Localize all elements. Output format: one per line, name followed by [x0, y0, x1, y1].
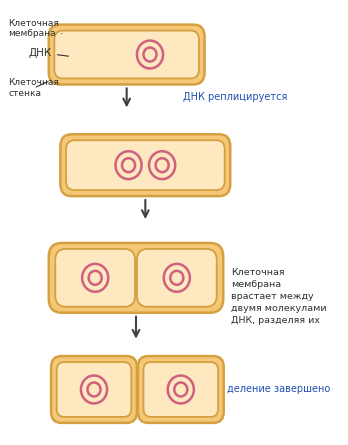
- Circle shape: [82, 264, 108, 292]
- FancyBboxPatch shape: [138, 356, 224, 423]
- Text: ДНК, разделяя их: ДНК, разделяя их: [231, 316, 320, 325]
- FancyBboxPatch shape: [143, 362, 218, 417]
- Text: мембрана: мембрана: [231, 280, 281, 289]
- Circle shape: [87, 383, 101, 396]
- FancyBboxPatch shape: [57, 362, 131, 417]
- Circle shape: [170, 271, 183, 285]
- Text: двумя молекулами: двумя молекулами: [231, 304, 326, 313]
- FancyBboxPatch shape: [137, 249, 217, 307]
- Text: Клеточная
стенка: Клеточная стенка: [8, 78, 59, 98]
- FancyBboxPatch shape: [55, 249, 135, 307]
- Circle shape: [149, 151, 175, 179]
- Circle shape: [164, 264, 190, 292]
- Text: ДНК реплицируется: ДНК реплицируется: [183, 93, 287, 102]
- Circle shape: [137, 40, 163, 69]
- Circle shape: [143, 48, 157, 61]
- Text: Клеточная
мембрана: Клеточная мембрана: [8, 19, 62, 38]
- Circle shape: [89, 271, 102, 285]
- Circle shape: [174, 383, 187, 396]
- Circle shape: [156, 158, 169, 172]
- Text: деление завершено: деление завершено: [228, 384, 331, 394]
- Text: врастает между: врастает между: [231, 292, 313, 301]
- Text: Клеточная: Клеточная: [231, 268, 284, 277]
- Circle shape: [81, 376, 107, 404]
- FancyBboxPatch shape: [54, 31, 199, 78]
- FancyBboxPatch shape: [49, 243, 223, 313]
- Text: ДНК: ДНК: [29, 48, 69, 57]
- Circle shape: [122, 158, 135, 172]
- FancyBboxPatch shape: [61, 134, 230, 196]
- FancyBboxPatch shape: [51, 356, 137, 423]
- FancyBboxPatch shape: [49, 24, 205, 85]
- FancyBboxPatch shape: [66, 140, 225, 190]
- Circle shape: [116, 151, 142, 179]
- Circle shape: [168, 376, 194, 404]
